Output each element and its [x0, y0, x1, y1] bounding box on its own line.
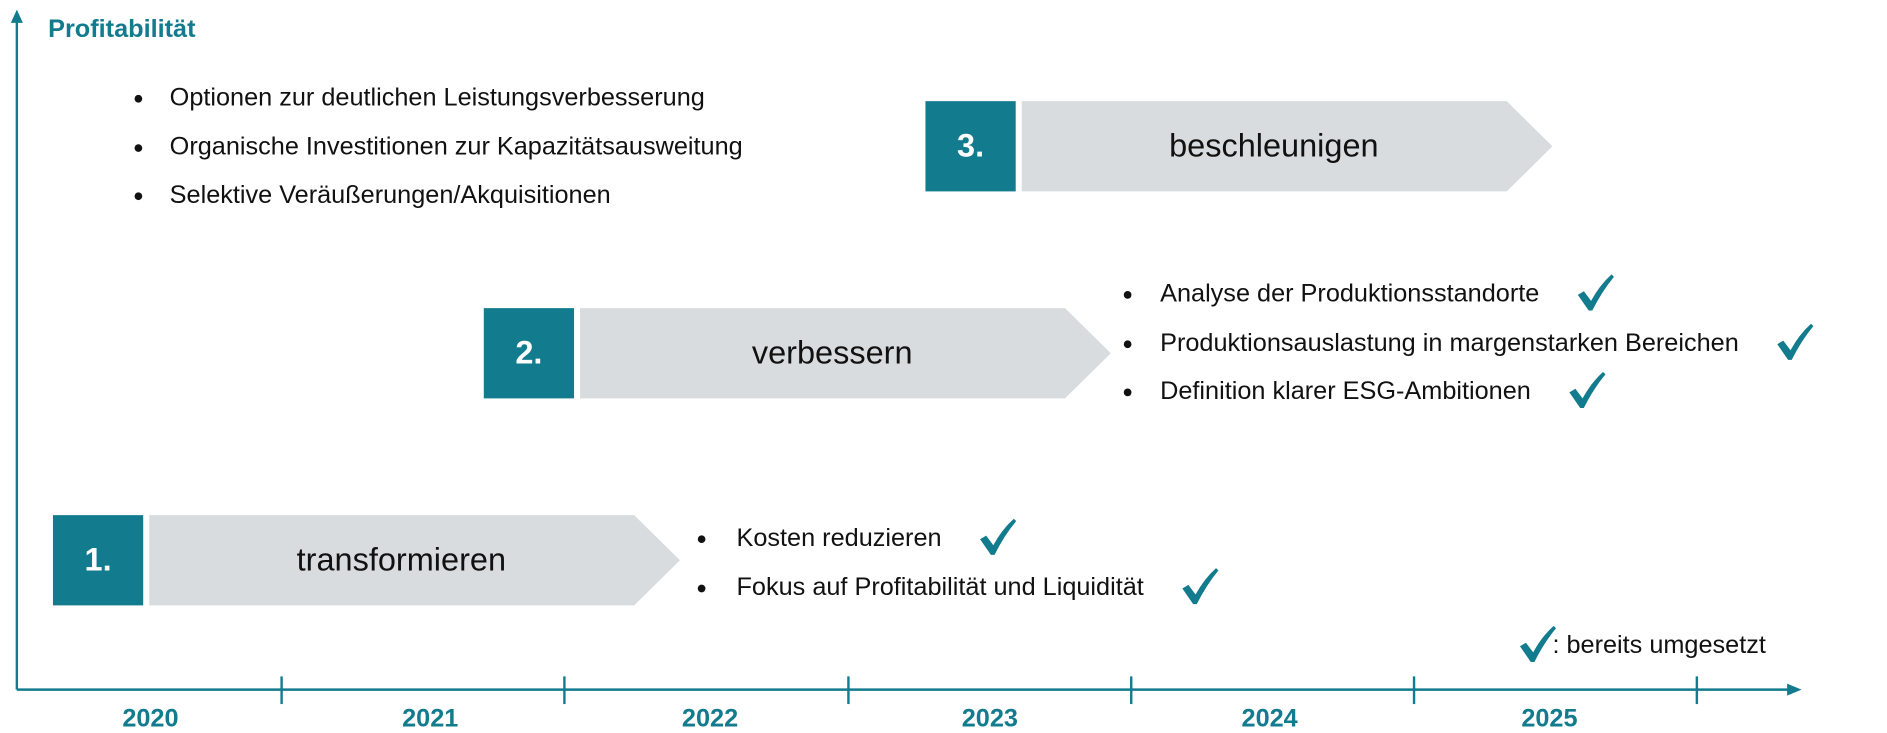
done-check [1777, 323, 1814, 360]
bullet-text: Optionen zur deutlichen Leistungsverbess… [170, 83, 705, 111]
done-check [1577, 274, 1614, 311]
stage-number-box [925, 101, 1016, 192]
y-axis-label: Profitabilität [48, 15, 196, 43]
legend-text: : bereits umgesetzt [1552, 631, 1765, 659]
year-label: 2024 [1242, 704, 1298, 732]
stage-label: beschleunigen [1169, 128, 1379, 164]
stage-label: transformieren [297, 542, 506, 578]
bullet-text: Produktionsauslastung in margenstarken B… [1160, 329, 1739, 357]
year-label: 2022 [682, 704, 738, 732]
bullet-text: Kosten reduzieren [737, 524, 942, 552]
bullet-dot [697, 584, 706, 593]
bullet-dot [697, 535, 706, 544]
done-check [980, 518, 1017, 555]
stage-number: 1. [85, 542, 112, 578]
year-label: 2021 [402, 704, 458, 732]
bullet-dot [1123, 340, 1132, 349]
bullet-dot [134, 144, 143, 152]
bullet-text: Analyse der Produktionsstandorte [1160, 280, 1539, 308]
bullet-dot [1123, 291, 1132, 299]
bullet-dot [134, 192, 143, 201]
bullet-text: Selektive Veräußerungen/Akquisitionen [170, 181, 611, 209]
bullet-dot [134, 94, 143, 103]
y-axis-arrow [10, 9, 23, 23]
bullet-text: Definition klarer ESG-Ambitionen [1160, 377, 1531, 405]
year-label: 2023 [962, 704, 1018, 732]
bullet-text: Fokus auf Profitabilität und Liquidität [737, 573, 1144, 601]
stage-number-box [52, 515, 144, 606]
stage-label: verbessern [752, 335, 913, 371]
legend-check [1519, 625, 1557, 662]
year-label: 2025 [1521, 704, 1577, 732]
stage-number: 2. [515, 335, 542, 371]
x-axis-arrow [1787, 683, 1802, 696]
stage-arrow [149, 515, 680, 606]
year-label: 2020 [122, 704, 178, 732]
bullet-dot [1123, 388, 1132, 397]
stage-arrow [580, 308, 1111, 399]
bullet-text: Organische Investitionen zur Kapazitätsa… [170, 133, 743, 161]
stage-number: 3. [957, 128, 984, 164]
done-check [1182, 568, 1219, 605]
stage-arrow [1021, 101, 1553, 192]
stage-number-box [483, 308, 575, 399]
done-check [1569, 371, 1606, 409]
